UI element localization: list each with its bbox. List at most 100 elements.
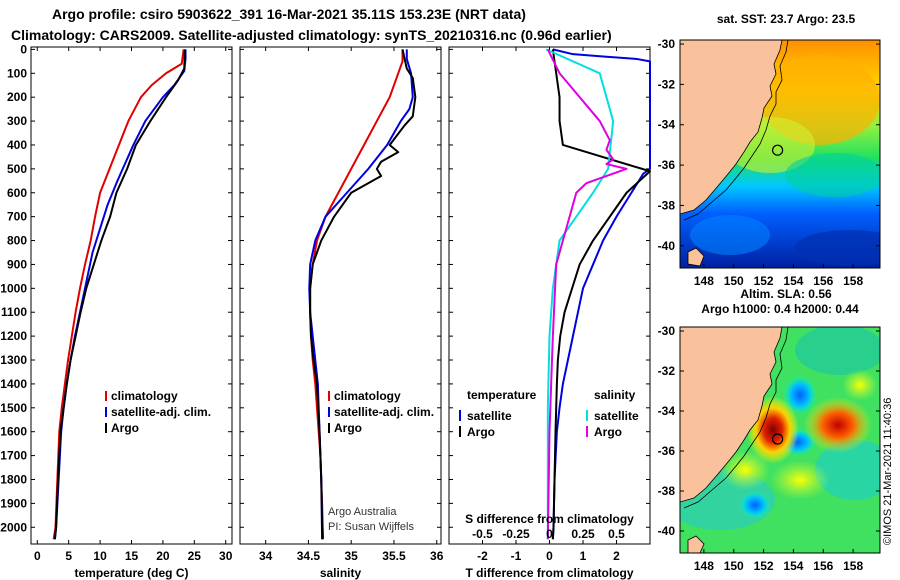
y-tick-label: 1300 xyxy=(0,353,27,367)
argo-float-marker-sst xyxy=(771,144,784,156)
y-tick-label: 1900 xyxy=(0,496,27,510)
map-title: Altim. SLA: 0.56 xyxy=(740,287,832,301)
salinity-panel: 34 34.5 35 35.5 36 salinity climatology satelli… xyxy=(239,46,444,580)
series-line xyxy=(52,49,185,540)
x-tick-label: 30 xyxy=(219,549,233,563)
map-x-tick-label: 150 xyxy=(724,559,744,573)
x-tick-label: -2 xyxy=(477,549,488,563)
sst_map-axes: 148 150 152 154 156 158 -30 -32 -34 -36 -38 -40 sat.… xyxy=(658,12,880,288)
map-x-tick-label: 154 xyxy=(783,559,803,573)
map-x-tick-label: 156 xyxy=(813,274,833,288)
y-tick-label: 2000 xyxy=(0,520,27,534)
x-tick-label-secondary: 0.5 xyxy=(608,527,625,541)
x-tick-label: 34.5 xyxy=(297,549,321,563)
series-line xyxy=(551,48,651,540)
map-y-tick-label: -30 xyxy=(658,324,676,338)
x-tick-label-secondary: -0.25 xyxy=(502,527,530,541)
chart-title-line2: Climatology: CARS2009. Satellite-adjuste… xyxy=(11,27,612,43)
y-tick-label: 1100 xyxy=(1,305,27,319)
sla-land xyxy=(680,327,783,503)
x-tick-label: 1 xyxy=(580,549,587,563)
y-tick-label: 200 xyxy=(7,90,27,104)
temperature-panel: 0100200300400500600700800900100011001200… xyxy=(0,42,232,580)
map-y-tick-label: -38 xyxy=(658,198,676,212)
map-y-tick-label: -40 xyxy=(658,239,676,253)
y-tick-label: 0 xyxy=(20,42,27,56)
map-x-tick-label: 152 xyxy=(754,559,774,573)
x-tick-label: 5 xyxy=(65,549,72,563)
sst-map xyxy=(679,39,881,269)
y-tick-label: 600 xyxy=(7,186,27,200)
x-tick-label-secondary: -0.5 xyxy=(472,527,493,541)
map-y-tick-label: -32 xyxy=(658,364,676,378)
x-axis-label: T difference from climatology xyxy=(465,566,633,580)
y-tick-label: 1700 xyxy=(0,449,27,463)
map-x-tick-label: 150 xyxy=(724,274,744,288)
x-tick-label: 25 xyxy=(188,549,202,563)
y-tick-label: 400 xyxy=(7,138,27,152)
legend-label: satellite-adj. clim. xyxy=(334,405,434,419)
x-tick-label: 36 xyxy=(430,549,444,563)
series-line xyxy=(53,49,186,540)
tasmania xyxy=(687,247,705,267)
legend-title: temperature xyxy=(467,388,537,402)
x-tick-label: 34 xyxy=(259,549,273,563)
series-line xyxy=(551,49,651,540)
legend-label: satellite xyxy=(594,409,639,423)
x-tick-label: -1 xyxy=(511,549,522,563)
legend-label: Argo xyxy=(334,421,362,435)
series-line xyxy=(545,48,615,540)
map-x-tick-label: 158 xyxy=(843,274,863,288)
y-tick-label: 1200 xyxy=(0,329,27,343)
x-tick-label-secondary: 0.25 xyxy=(571,527,595,541)
map-x-tick-label: 158 xyxy=(843,559,863,573)
map-y-tick-label: -36 xyxy=(658,158,676,172)
x-tick-label: 35.5 xyxy=(382,549,406,563)
annotation-text: Argo Australia xyxy=(328,506,397,518)
y-tick-label: 800 xyxy=(7,234,27,248)
sst-land xyxy=(680,40,783,215)
x-tick-label: 15 xyxy=(125,549,139,563)
map-x-tick-label: 154 xyxy=(783,274,803,288)
map-y-tick-label: -34 xyxy=(658,118,676,132)
y-tick-label: 300 xyxy=(7,114,27,128)
x-tick-label-secondary: 0 xyxy=(546,527,553,541)
sla-map xyxy=(679,326,881,554)
y-tick-label: 1500 xyxy=(0,401,27,415)
y-tick-label: 1400 xyxy=(0,377,27,391)
map-x-tick-label: 152 xyxy=(754,274,774,288)
x-tick-label: 0 xyxy=(34,549,41,563)
map-y-tick-label: -32 xyxy=(658,77,676,91)
legend-label: Argo xyxy=(111,421,139,435)
map-title: sat. SST: 23.7 Argo: 23.5 xyxy=(717,12,856,26)
legend-title: salinity xyxy=(594,388,636,402)
legend-label: satellite xyxy=(467,409,512,423)
map-y-tick-label: -36 xyxy=(658,444,676,458)
legend-label: Argo xyxy=(594,425,622,439)
sla_map-axes: 148 150 152 154 156 158 -30 -32 -34 -36 -38 -40 Alti… xyxy=(658,287,880,573)
map-subtitle: Argo h1000: 0.4 h2000: 0.44 xyxy=(701,302,859,316)
y-tick-label: 1800 xyxy=(0,472,27,486)
legend-label: Argo xyxy=(467,425,495,439)
map-x-tick-label: 148 xyxy=(694,559,714,573)
x-tick-label: 20 xyxy=(156,549,170,563)
legend-label: satellite-adj. clim. xyxy=(111,405,211,419)
temperature-axes-frame xyxy=(30,46,233,545)
legend-label: climatology xyxy=(111,389,178,403)
y-tick-label: 500 xyxy=(7,162,27,176)
x-tick-label: 2 xyxy=(613,549,620,563)
difference-panel: -2 -1 0 1 2 T difference from climatology temp… xyxy=(448,46,651,580)
x-tick-label: 10 xyxy=(93,549,107,563)
x-tick-label: 35 xyxy=(345,549,359,563)
map-x-tick-label: 156 xyxy=(813,559,833,573)
map-y-tick-label: -38 xyxy=(658,484,676,498)
map-y-tick-label: -30 xyxy=(658,37,676,51)
x-axis-label-secondary: S difference from climatology xyxy=(465,512,634,526)
x-axis-label: temperature (deg C) xyxy=(74,566,188,580)
y-tick-label: 1600 xyxy=(0,425,27,439)
x-axis-label: salinity xyxy=(320,566,362,580)
map-x-tick-label: 148 xyxy=(694,274,714,288)
salinity-axes-frame xyxy=(239,46,442,545)
y-tick-label: 1000 xyxy=(0,281,27,295)
